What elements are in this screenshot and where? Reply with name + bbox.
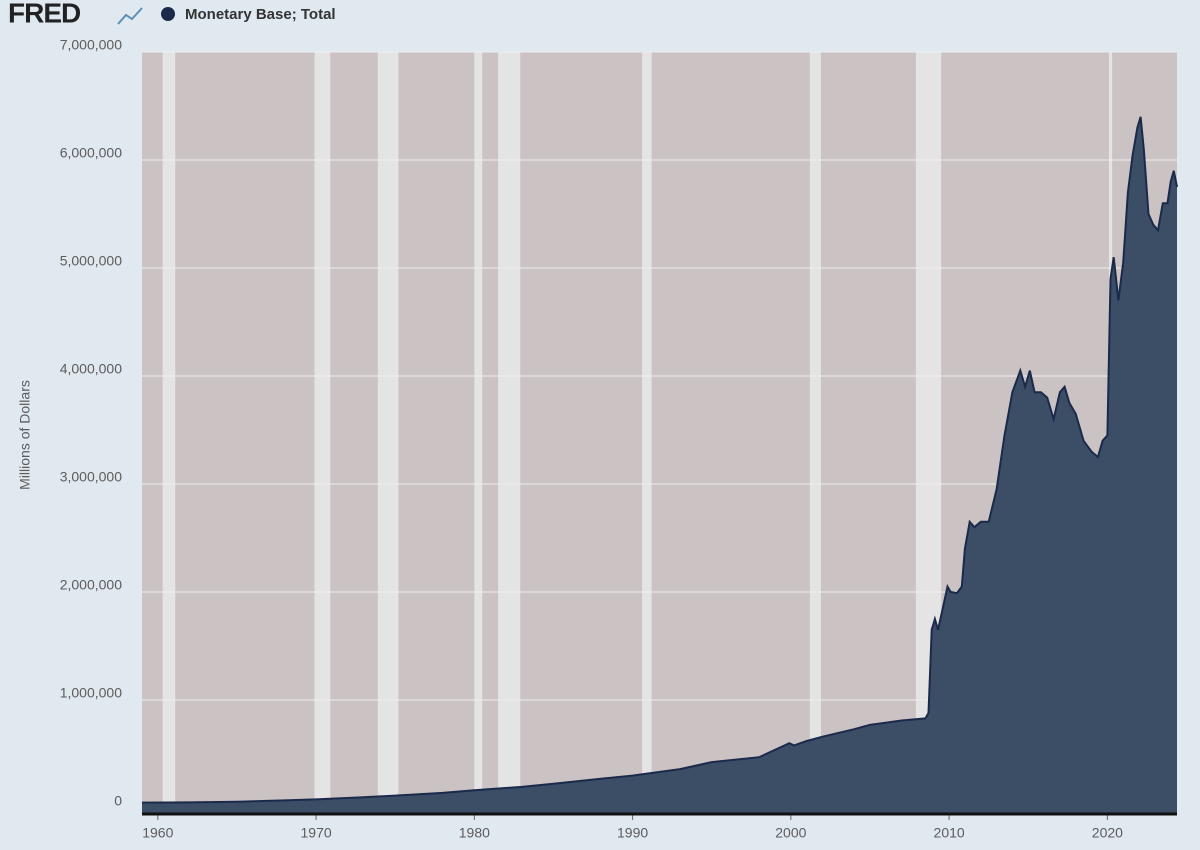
x-tick-label: 1980 [459, 825, 490, 841]
y-tick-label: 0 [114, 793, 122, 809]
y-tick-label: 5,000,000 [60, 253, 122, 269]
recession-band [474, 52, 483, 814]
recession-band [377, 52, 399, 814]
recession-band [498, 52, 521, 814]
x-tick-label: 2010 [934, 825, 965, 841]
recession-band [809, 52, 821, 814]
legend-label: Monetary Base; Total [185, 6, 336, 23]
y-tick-label: 2,000,000 [60, 577, 122, 593]
area-fill [142, 116, 1177, 815]
x-tick-label: 1960 [142, 825, 173, 841]
logo: FRED [8, 0, 81, 28]
y-tick-label: 3,000,000 [60, 469, 122, 485]
x-tick-label: 1990 [617, 825, 648, 841]
recession-band [162, 52, 176, 814]
logo-icon [117, 7, 143, 25]
y-tick-label: 1,000,000 [60, 685, 122, 701]
x-tick-label: 2000 [775, 825, 806, 841]
recession-band [642, 52, 652, 814]
y-tick-label: 4,000,000 [60, 361, 122, 377]
y-tick-label: 7,000,000 [60, 37, 122, 53]
recession-band [314, 52, 331, 814]
x-tick-label: 1970 [301, 825, 332, 841]
legend-dot [161, 7, 175, 21]
y-tick-label: 6,000,000 [60, 145, 122, 161]
x-tick-label: 2020 [1092, 825, 1123, 841]
y-axis-label: Millions of Dollars [17, 380, 33, 490]
series-line [141, 116, 1178, 804]
